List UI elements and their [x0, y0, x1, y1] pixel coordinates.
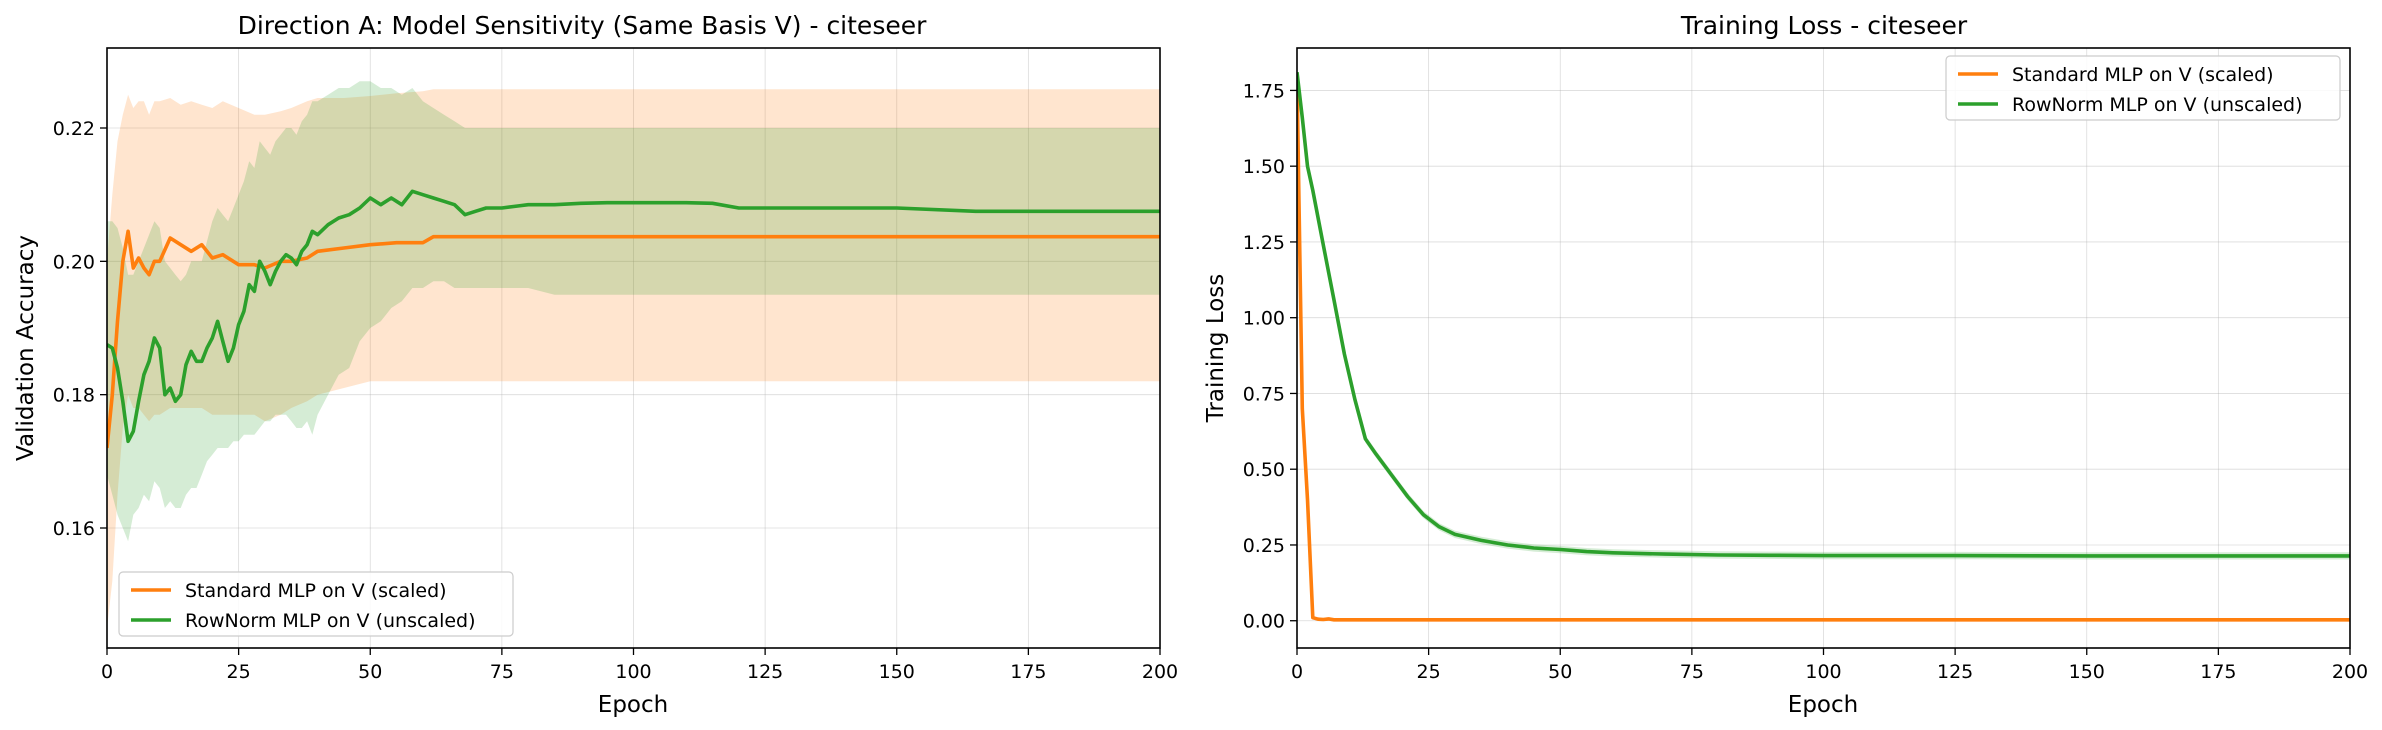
legend: Standard MLP on V (scaled) RowNorm MLP on…	[1945, 55, 2341, 121]
y-tick-label: 0.25	[1243, 535, 1285, 557]
series-line	[107, 229, 1160, 449]
series-line	[107, 189, 1160, 444]
series-lines	[1297, 71, 2350, 622]
y-tick-label: 1.25	[1243, 232, 1285, 254]
y-tick-label: 1.00	[1243, 308, 1285, 330]
legend-box	[1945, 55, 2341, 121]
series-line	[1297, 71, 2350, 558]
x-tick-label: 150	[879, 661, 915, 683]
x-tick-label: 50	[358, 661, 382, 683]
x-tick-label: 100	[1805, 661, 1841, 683]
series-line	[1297, 78, 2350, 622]
plot-frame	[106, 47, 1161, 649]
y-tick-label: 0.20	[53, 251, 95, 273]
x-axis-label: Epoch	[1788, 692, 1858, 718]
x-tick-label: 25	[227, 661, 251, 683]
confidence-band	[107, 89, 1160, 629]
x-tick-label: 150	[2069, 661, 2105, 683]
legend: Standard MLP on V (scaled) RowNorm MLP on…	[118, 571, 514, 637]
x-tick-label: 50	[1548, 661, 1572, 683]
x-tick-label: 125	[747, 661, 783, 683]
y-tick-label: 0.75	[1243, 383, 1285, 405]
x-tick-label: 25	[1417, 661, 1441, 683]
x-tick-label: 75	[1680, 661, 1704, 683]
chart-title: Training Loss - citeseer	[1680, 11, 1968, 40]
x-tick-label: 0	[101, 661, 113, 683]
x-tick-label: 200	[1142, 661, 1178, 683]
x-tick-label: 125	[1937, 661, 1973, 683]
y-tick-label: 0.22	[53, 118, 95, 140]
series-lines	[107, 189, 1160, 449]
legend-box	[118, 571, 514, 637]
y-tick-label: 1.50	[1243, 156, 1285, 178]
y-tick-label: 0.50	[1243, 459, 1285, 481]
x-tick-label: 75	[490, 661, 514, 683]
y-tick-label: 0.00	[1243, 611, 1285, 633]
legend-label: Standard MLP on V (scaled)	[2012, 64, 2274, 86]
y-axis-label: Validation Accuracy	[13, 235, 39, 461]
y-tick-label: 0.16	[53, 518, 95, 540]
legend-label: RowNorm MLP on V (unscaled)	[185, 610, 476, 632]
training-loss-chart: Training Loss - citeseer 0 25 50 75 100 125 15…	[1203, 11, 2368, 718]
legend-label: Standard MLP on V (scaled)	[185, 580, 447, 602]
x-tick-label: 200	[2332, 661, 2368, 683]
axis-ticks: 0 25 50 75 100 125 150 175 200 0.16 0.18 0.20 0.22	[53, 118, 1178, 683]
plot-frame	[1296, 47, 2351, 649]
x-tick-label: 100	[615, 661, 651, 683]
chart-title: Direction A: Model Sensitivity (Same Bas…	[238, 11, 927, 40]
y-axis-label: Training Loss	[1203, 274, 1229, 424]
x-axis-label: Epoch	[598, 692, 668, 718]
x-tick-label: 175	[2200, 661, 2236, 683]
axis-ticks: 0 25 50 75 100 125 150 175 200 0.00 0.25 0.50 0.75 1.…	[1243, 80, 2368, 683]
y-tick-label: 0.18	[53, 385, 95, 407]
x-tick-label: 0	[1291, 661, 1303, 683]
y-tick-label: 1.75	[1243, 80, 1285, 102]
validation-accuracy-chart: Direction A: Model Sensitivity (Same Bas…	[13, 11, 1178, 718]
legend-label: RowNorm MLP on V (unscaled)	[2012, 94, 2303, 116]
x-tick-label: 175	[1010, 661, 1046, 683]
